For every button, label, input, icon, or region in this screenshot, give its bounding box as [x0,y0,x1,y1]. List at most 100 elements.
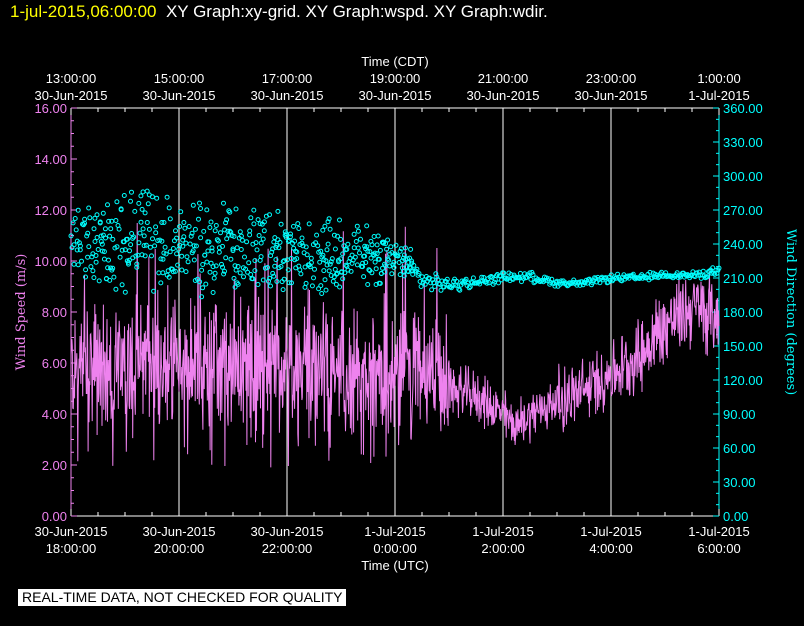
wind-direction-point [159,220,165,225]
bottom-tick-time: 0:00:00 [373,541,416,556]
wind-direction-point [438,287,444,293]
wind-direction-point [324,247,330,253]
wind-direction-point [496,280,501,286]
wind-direction-point [393,242,399,248]
wind-direction-point [213,223,219,228]
wind-direction-point [329,256,335,262]
wind-direction-point [254,247,260,253]
wind-direction-point [382,269,387,275]
wind-direction-point [82,216,88,222]
wind-direction-point [249,276,255,282]
wind-direction-point [276,245,282,251]
wind-direction-point [166,274,172,280]
wind-direction-point [147,244,153,250]
wind-direction-point [362,243,368,249]
wind-direction-point [354,223,360,229]
wind-direction-point [401,273,407,279]
wind-direction-point [265,265,270,270]
wind-direction-point [198,206,203,211]
wind-direction-point [223,220,229,226]
wind-direction-point [159,238,165,244]
wind-direction-point [210,264,216,270]
wind-direction-point [213,263,219,269]
left-axis-tick-label: 14.00 [34,152,67,167]
wind-direction-point [332,266,338,272]
wind-direction-point [274,279,280,284]
wind-direction-point [164,194,170,200]
wind-direction-point [183,240,189,246]
wind-direction-point [181,220,187,225]
wind-direction-point [232,263,238,269]
wind-direction-point [137,230,143,236]
wind-direction-point [102,226,108,232]
wind-direction-point [204,259,210,265]
wind-direction-point [172,268,178,274]
wind-direction-point [337,284,343,290]
wind-direction-point [224,217,230,223]
wind-direction-point [257,221,263,227]
wind-direction-point [306,221,312,227]
wind-direction-point [430,277,436,283]
wind-direction-point [167,216,173,222]
wind-direction-point [177,224,183,229]
wind-direction-point [83,267,89,273]
wind-direction-point [95,247,101,252]
wind-direction-point [311,275,316,281]
wind-direction-point [79,258,84,264]
wind-direction-point [113,218,119,223]
wind-direction-point [295,221,301,227]
quality-notice: REAL-TIME DATA, NOT CHECKED FOR QUALITY [18,589,347,606]
wind-direction-point [138,193,144,199]
right-axis-tick-label: 60.00 [723,441,756,456]
top-tick-time: 23:00:00 [586,71,637,86]
wind-direction-point [149,194,155,200]
bottom-tick-time: 4:00:00 [589,541,632,556]
wind-direction-point [235,264,241,269]
wind-direction-point [433,271,439,277]
wind-direction-point [367,249,373,255]
wind-direction-point [252,268,258,274]
wind-direction-point [443,279,449,285]
wind-direction-point [357,250,362,256]
wind-direction-point [106,257,111,263]
wind-direction-point [160,270,166,276]
wind-direction-point [192,226,198,232]
wind-direction-point [189,230,195,236]
wind-direction-point [144,220,150,225]
wind-direction-point [144,188,150,194]
wind-direction-point [404,264,409,270]
wind-direction-point [162,244,168,250]
top-tick-time: 1:00:00 [697,71,740,86]
wind-direction-point [351,245,357,251]
wind-direction-point [94,235,100,240]
wind-direction-point [467,284,473,290]
wind-direction-point [242,254,247,260]
wind-direction-point [207,269,213,275]
wind-direction-point [369,270,375,276]
wind-direction-point [308,255,314,261]
wind-direction-point [193,243,199,249]
wind-speed-series [70,222,720,468]
wind-direction-point [140,189,146,195]
wind-direction-point [239,237,245,243]
wind-direction-point [369,242,375,248]
wind-direction-point [68,233,74,239]
wind-direction-point [228,256,234,262]
wind-direction-point [365,248,371,254]
wind-direction-point [484,280,490,286]
header-graph-list: XY Graph:xy-grid. XY Graph:wspd. XY Grap… [165,2,548,21]
wind-direction-point [531,280,537,286]
wind-direction-point [385,256,391,262]
wind-direction-point [111,274,117,280]
wind-direction-point [716,265,722,271]
right-axis-tick-label: 210.00 [723,271,763,286]
wind-direction-point [252,258,258,264]
wind-direction-point [298,271,304,277]
wind-direction-point [141,243,147,249]
wind-direction-point [142,210,148,216]
wind-direction-point [607,277,613,283]
wind-direction-point [386,257,392,263]
wind-direction-point [140,226,146,232]
left-axis-tick-label: 12.00 [34,203,67,218]
wind-direction-point [174,251,180,257]
